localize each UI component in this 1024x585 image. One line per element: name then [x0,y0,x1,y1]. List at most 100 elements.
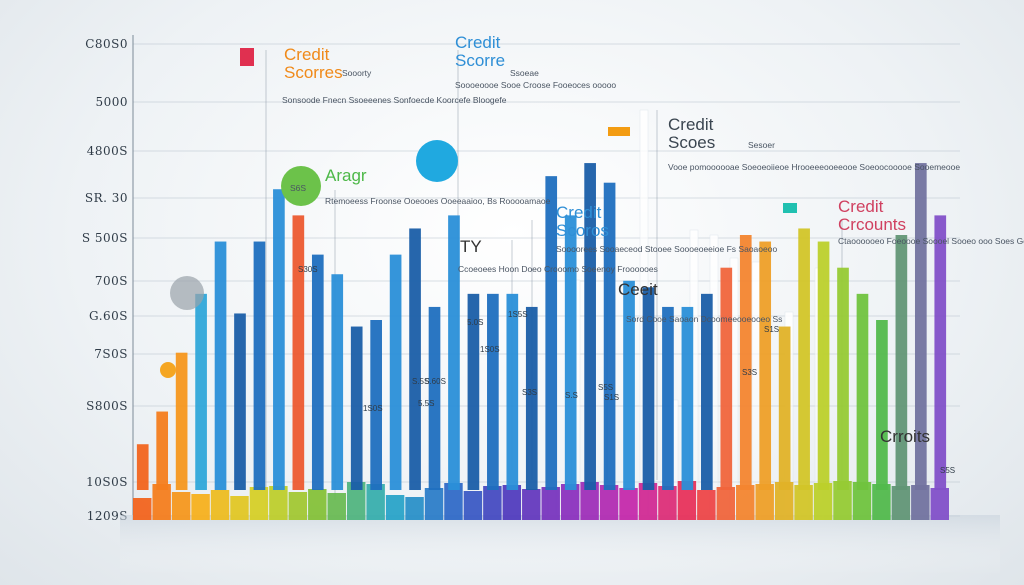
base-bar [327,493,346,520]
base-bar [385,495,405,520]
base-bar [424,488,444,520]
data-bar [856,293,869,490]
blue-dot [416,140,458,182]
base-bar [483,486,502,520]
data-bar [311,254,324,490]
bar-value-label: S1S [764,325,779,334]
data-bar [234,313,246,490]
data-bar [525,306,538,490]
bar-value-label: 5.5S [418,399,434,408]
data-bar [389,254,402,490]
data-bar [175,352,188,490]
data-bar [214,241,227,490]
bar-value-label: 1S0S [363,404,383,413]
annotation-title-line2: Scoes [668,133,715,152]
annotation: Aragr S6S Rtemoeess Froonse Ooeooes Ooeeaa… [290,166,551,206]
data-bar [739,235,752,490]
base-bar [249,487,269,520]
base-bar [463,491,483,520]
annotation-title-line2: Scoros [556,221,609,240]
data-bar [934,215,947,490]
base-bar [346,482,366,520]
annotation-title: Credit [838,197,884,216]
bar-value-label: 1S5S [508,310,528,319]
bar-value-label: S.5S [412,377,429,386]
base-bar [171,492,191,520]
y-tick-label: 700S [95,274,128,288]
data-bar [506,293,519,490]
data-bar [564,215,577,490]
annotation-title: Credit [284,45,330,64]
data-bar [701,293,713,490]
data-bar [545,176,558,490]
teal-marker [783,203,797,213]
base-bar [697,490,716,520]
data-bar [467,293,480,490]
ghost-column [751,261,761,521]
data-bar [642,287,655,490]
annotation-badge: Sesoer [748,140,775,150]
base-bar [852,482,872,520]
data-bar [837,267,849,490]
base-bar [230,496,249,520]
base-bar [774,482,794,520]
annotation-title: TY [460,237,482,256]
data-bar [292,215,305,490]
annotation-title-line2: Scorre [455,51,505,70]
bar-value-label: S5S [598,383,613,392]
data-bar [273,189,285,490]
annotation-title-line2: Crcounts [838,215,906,234]
orange-dot [160,362,176,378]
base-bar [658,486,677,520]
data-bar [448,215,460,490]
base-bar [502,485,522,520]
floor-reflection [120,515,1000,575]
data-bar [428,306,441,490]
base-bar [833,481,852,520]
base-bar [619,488,638,520]
data-bar [914,163,927,491]
annotation-badge: Sooorty [342,68,372,78]
y-tick-label: S 500S [82,231,128,245]
base-bar [133,498,152,520]
base-bar [269,486,288,520]
base-bar [813,483,833,520]
y-tick-label: 5000 [95,95,128,109]
annotation-title: Credit [668,115,714,134]
orange-marker [608,127,630,136]
base-bar [794,485,813,520]
data-bar [876,320,888,490]
y-tick-label: SR. 30 [85,191,128,205]
data-bar [331,274,344,490]
y-tick-label: G.60S [89,309,128,323]
y-tick-label: 7S0S [94,347,128,361]
base-bar [891,486,911,520]
base-bar [911,485,930,520]
data-bar [195,293,207,490]
base-bar [716,487,736,520]
base-bar [755,484,774,520]
data-bar [895,235,908,490]
bar-value-label: S1S [604,393,619,402]
annotation-body: Sonsoode Fnecn Ssoeeenes Sonfoecde Koorc… [282,95,507,105]
data-bar [370,320,382,490]
data-bar [409,228,421,490]
base-bar [599,485,619,520]
bar-value-label: S3S [522,388,537,397]
bar-value-label: 1S0S [480,345,500,354]
base-bar [736,485,755,520]
annotation: TY Ccoeoees Hoon Doeo Crooomo Soeenoy Fro… [458,237,658,274]
data-bar [253,241,266,490]
data-bar [681,306,694,490]
annotation: Crroits [880,427,930,446]
base-bar [522,489,541,520]
base-bar [288,492,308,520]
annotation-body: Sord Cooe Saoaon Dcoomeeooeooeo Ss [626,314,782,324]
data-bar [156,411,169,490]
annotation-title-line2: Scorres [284,63,343,82]
